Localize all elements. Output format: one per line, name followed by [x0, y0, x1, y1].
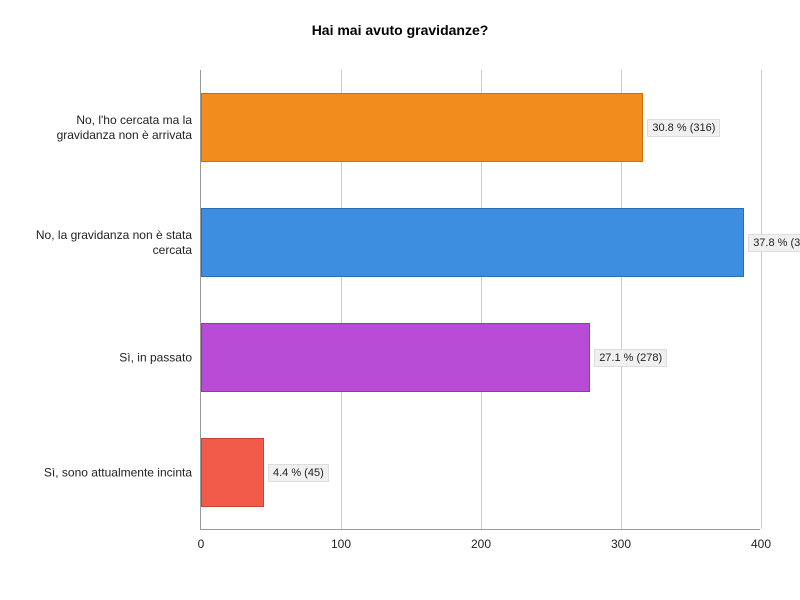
x-tick-label: 300 — [611, 537, 631, 551]
x-tick-label: 200 — [471, 537, 491, 551]
bar-value-label: 37.8 % (388) — [748, 234, 800, 252]
x-tick-label: 0 — [198, 537, 205, 551]
bar — [201, 208, 744, 277]
gridline — [761, 70, 762, 529]
chart-title: Hai mai avuto gravidanze? — [0, 22, 800, 38]
x-tick-label: 400 — [751, 537, 771, 551]
bar-value-label: 27.1 % (278) — [594, 349, 667, 367]
bar — [201, 93, 643, 162]
bar-value-label: 4.4 % (45) — [268, 464, 329, 482]
plot-area: 010020030040030.8 % (316)37.8 % (388)27.… — [200, 70, 760, 530]
bar — [201, 438, 264, 507]
bar — [201, 323, 590, 392]
category-label: No, l'ho cercata ma la gravidanza non è … — [22, 113, 192, 143]
category-label: Sì, sono attualmente incinta — [22, 465, 192, 480]
category-label: Sì, in passato — [22, 350, 192, 365]
bar-value-label: 30.8 % (316) — [647, 119, 720, 137]
category-label: No, la gravidanza non è stata cercata — [22, 228, 192, 258]
x-tick-label: 100 — [331, 537, 351, 551]
